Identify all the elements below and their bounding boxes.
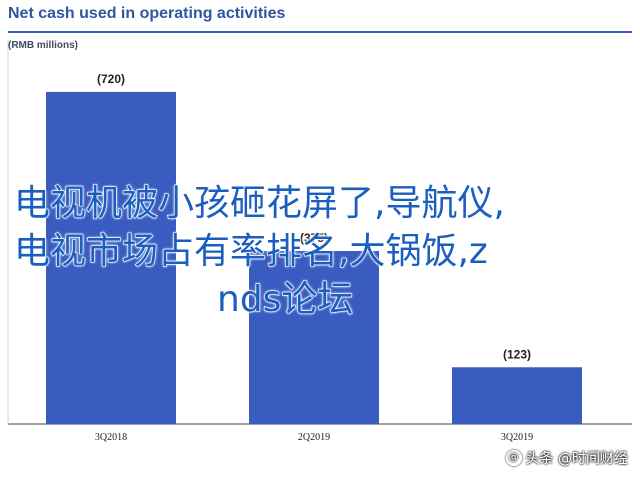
watermark-logo-icon: @ xyxy=(505,450,522,466)
overlay-text: 电视机被小孩砸花屏了,导航仪, 电视市场占有率排名,大锅饭,z nds论坛 xyxy=(13,180,614,324)
chart-title: Net cash used in operating activities xyxy=(8,5,286,22)
x-tick-label-3Q2019: 3Q2019 xyxy=(501,432,533,443)
x-tick-label-3Q2018: 3Q2018 xyxy=(95,432,127,443)
chart-unit-label: (RMB millions) xyxy=(8,40,78,51)
bar-3Q2019 xyxy=(452,367,582,424)
bar-3Q2018 xyxy=(46,91,176,425)
x-tick-label-2Q2019: 2Q2019 xyxy=(298,432,330,443)
bar-2Q2019 xyxy=(249,251,379,424)
overlay-line-3: nds论坛 xyxy=(216,278,354,320)
data-label-3Q2018: (720) xyxy=(97,72,125,86)
overlay-line-1: 电视机被小孩砸花屏了,导航仪, xyxy=(13,182,505,224)
overlay-line-2: 电视市场占有率排名,大锅饭,z xyxy=(13,230,488,272)
watermark-text: 头条 @时间财经 xyxy=(525,451,628,467)
data-label-3Q2019: (123) xyxy=(503,347,531,361)
watermark: @ 头条 @时间财经 xyxy=(505,448,628,468)
data-label-2Q2019: (375) xyxy=(300,231,328,245)
title-rule xyxy=(8,31,632,33)
